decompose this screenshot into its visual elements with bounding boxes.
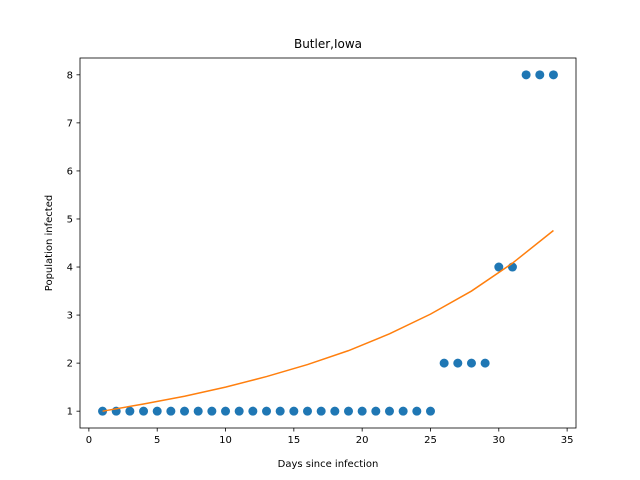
y-tick-label: 6 (67, 166, 73, 177)
x-tick-label: 35 (561, 435, 574, 446)
data-point (275, 406, 285, 416)
chart-title: Butler,Iowa (294, 37, 362, 51)
data-point (303, 406, 312, 416)
y-tick-label: 4 (67, 263, 73, 274)
x-tick-label: 15 (287, 435, 300, 446)
data-point (248, 406, 258, 416)
data-point (494, 262, 504, 272)
x-tick-label: 10 (219, 435, 232, 446)
y-tick-label: 7 (67, 118, 73, 129)
data-point (330, 406, 340, 416)
y-axis: 1 2 3 4 5 6 7 8 (67, 70, 80, 418)
plot-area (98, 70, 558, 416)
x-tick-label: 25 (424, 435, 437, 446)
x-tick-label: 5 (154, 435, 160, 446)
data-point (439, 358, 449, 368)
y-tick-label: 1 (67, 407, 73, 418)
x-tick-label: 0 (86, 435, 92, 446)
data-point (412, 406, 422, 416)
data-point (207, 406, 217, 416)
x-tick-label: 20 (356, 435, 369, 446)
data-point (166, 406, 176, 416)
data-point (548, 70, 558, 80)
data-point (357, 406, 367, 416)
data-point (262, 406, 272, 416)
x-axis: 0 5 10 15 20 25 30 35 (86, 428, 574, 446)
fit-line (102, 229, 554, 412)
data-point (480, 358, 490, 368)
x-tick-label: 30 (492, 435, 505, 446)
data-point (371, 406, 381, 416)
y-tick-label: 3 (67, 311, 73, 322)
data-point (193, 406, 203, 416)
data-point (344, 406, 353, 416)
axes-frame (79, 57, 577, 429)
data-point (234, 406, 244, 416)
data-point (466, 358, 476, 368)
data-point (521, 70, 531, 80)
data-point (384, 406, 394, 416)
y-tick-label: 8 (67, 70, 73, 81)
data-point (425, 406, 435, 416)
data-point (139, 406, 149, 416)
y-axis-label: Population infected (44, 195, 55, 291)
x-axis-label: Days since infection (278, 459, 379, 470)
data-point (316, 406, 326, 416)
data-point (535, 70, 545, 80)
data-point (180, 406, 190, 416)
data-point (398, 406, 408, 416)
data-point (453, 358, 463, 368)
data-point (221, 406, 231, 416)
data-point (125, 406, 135, 416)
y-tick-label: 5 (67, 214, 73, 225)
data-point (289, 406, 299, 416)
y-tick-label: 2 (67, 359, 73, 370)
data-point (152, 406, 162, 416)
